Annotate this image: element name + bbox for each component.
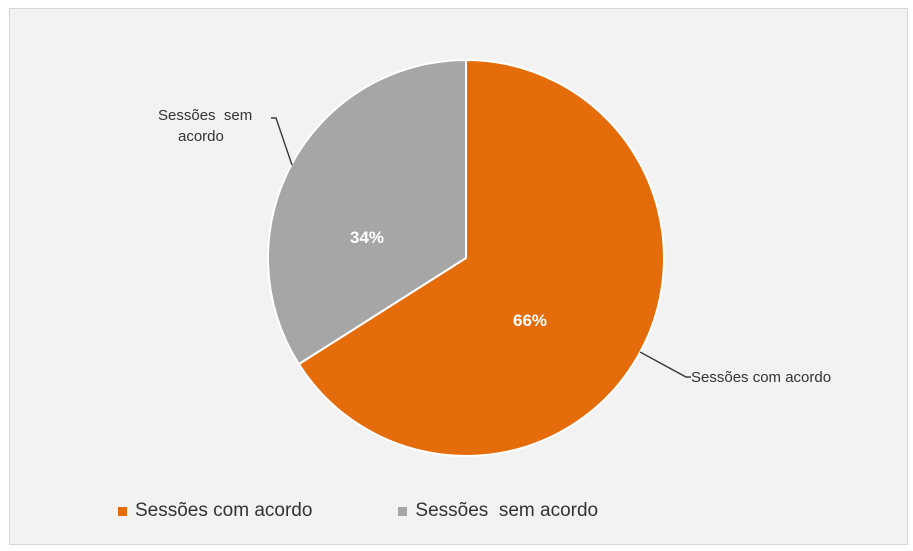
- data-label-com-acordo: 66%: [513, 311, 547, 330]
- pie-slice-com-acordo: [297, 58, 665, 457]
- leader-line-com-acordo: [639, 351, 691, 378]
- legend: Sessões com acordo Sessões sem acordo: [118, 500, 684, 522]
- leader-line-sem-acordo: [271, 117, 293, 166]
- legend-swatch-sem-acordo: [398, 506, 408, 516]
- data-label-sem-acordo: 34%: [350, 228, 384, 247]
- legend-item-com-acordo: Sessões com acordo: [118, 500, 312, 522]
- callout-com-acordo: Sessões com acordo: [691, 369, 831, 386]
- pie-slice-sem-acordo: [267, 58, 467, 366]
- legend-label-sem-acordo: Sessões sem acordo: [415, 500, 599, 521]
- legend-label-com-acordo: Sessões com acordo: [135, 500, 313, 521]
- legend-swatch-com-acordo: [118, 506, 127, 516]
- callout-sem-acordo-line1: Sessões sem: [158, 107, 252, 124]
- legend-item-sem-acordo: Sessões sem acordo: [398, 500, 598, 522]
- callout-sem-acordo-line2: acordo: [178, 128, 224, 145]
